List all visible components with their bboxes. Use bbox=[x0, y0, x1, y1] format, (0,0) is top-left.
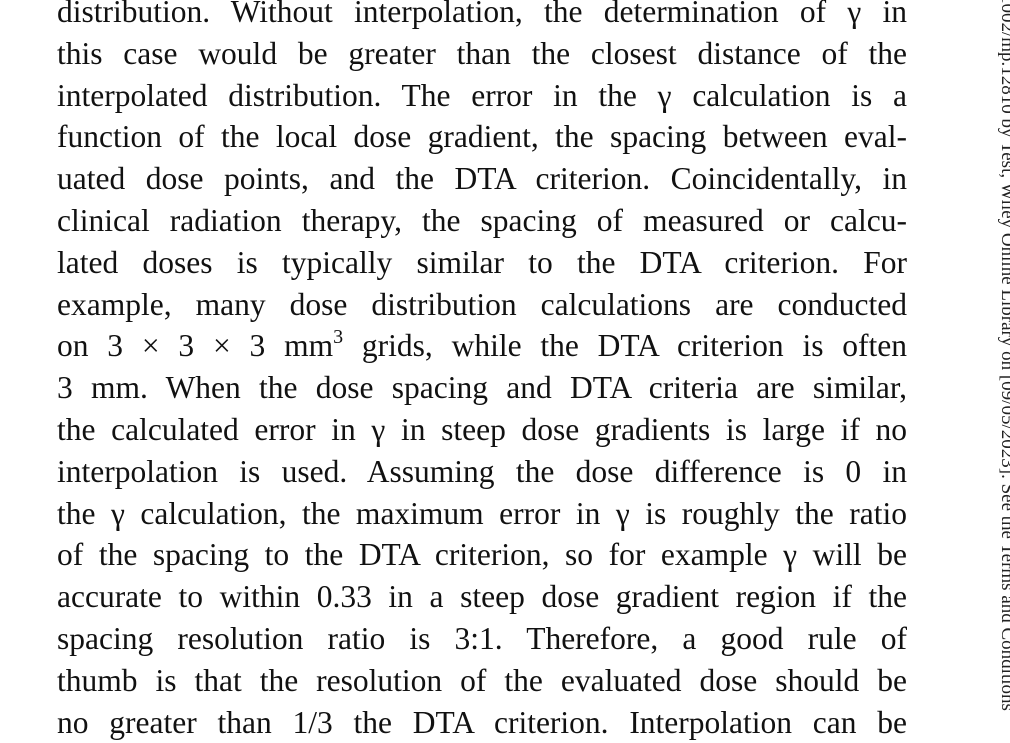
superscript: 3 bbox=[333, 326, 344, 349]
text-segment: grids, while the DTA criterion is often bbox=[343, 328, 907, 364]
text-line: example, many dose distribution calculat… bbox=[57, 286, 907, 322]
text-line: lated doses is typically similar to the … bbox=[57, 244, 907, 280]
text-line: uated dose points, and the DTA criterion… bbox=[57, 161, 907, 197]
text-line: clinical radiation therapy, the spacing … bbox=[57, 203, 907, 238]
text-line: the γ calculation, the maximum error in … bbox=[57, 495, 907, 531]
text-line: accurate to within 0.33 in a steep dose … bbox=[57, 579, 907, 615]
page: distribution. Without interpolation, the… bbox=[57, 0, 1010, 740]
text-line: the calculated error in γ in steep dose … bbox=[57, 412, 907, 447]
text-line: on 3 × 3 × 3 mm3 grids, while the DTA cr… bbox=[57, 325, 907, 367]
text-line: function of the local dose gradient, the… bbox=[57, 119, 907, 155]
text-segment: on 3 × 3 × 3 mm bbox=[57, 328, 334, 364]
margin-note: 1002/mp.12810 by Test, Wiley Online Libr… bbox=[997, 0, 1010, 711]
text-line: 3 mm. When the dose spacing and DTA crit… bbox=[57, 370, 907, 406]
text-line: no greater than 1/3 the DTA criterion. I… bbox=[57, 704, 907, 740]
text-line: distribution. Without interpolation, the… bbox=[57, 0, 907, 29]
text-line: this case would be greater than the clos… bbox=[57, 35, 907, 71]
text-line: thumb is that the resolution of the eval… bbox=[57, 662, 907, 698]
text-line: of the spacing to the DTA criterion, so … bbox=[57, 537, 907, 573]
text-line: interpolation is used. Assuming the dose… bbox=[57, 453, 907, 489]
text-line: interpolated distribution. The error in … bbox=[57, 77, 907, 113]
text-line: spacing resolution ratio is 3:1. Therefo… bbox=[57, 621, 907, 656]
